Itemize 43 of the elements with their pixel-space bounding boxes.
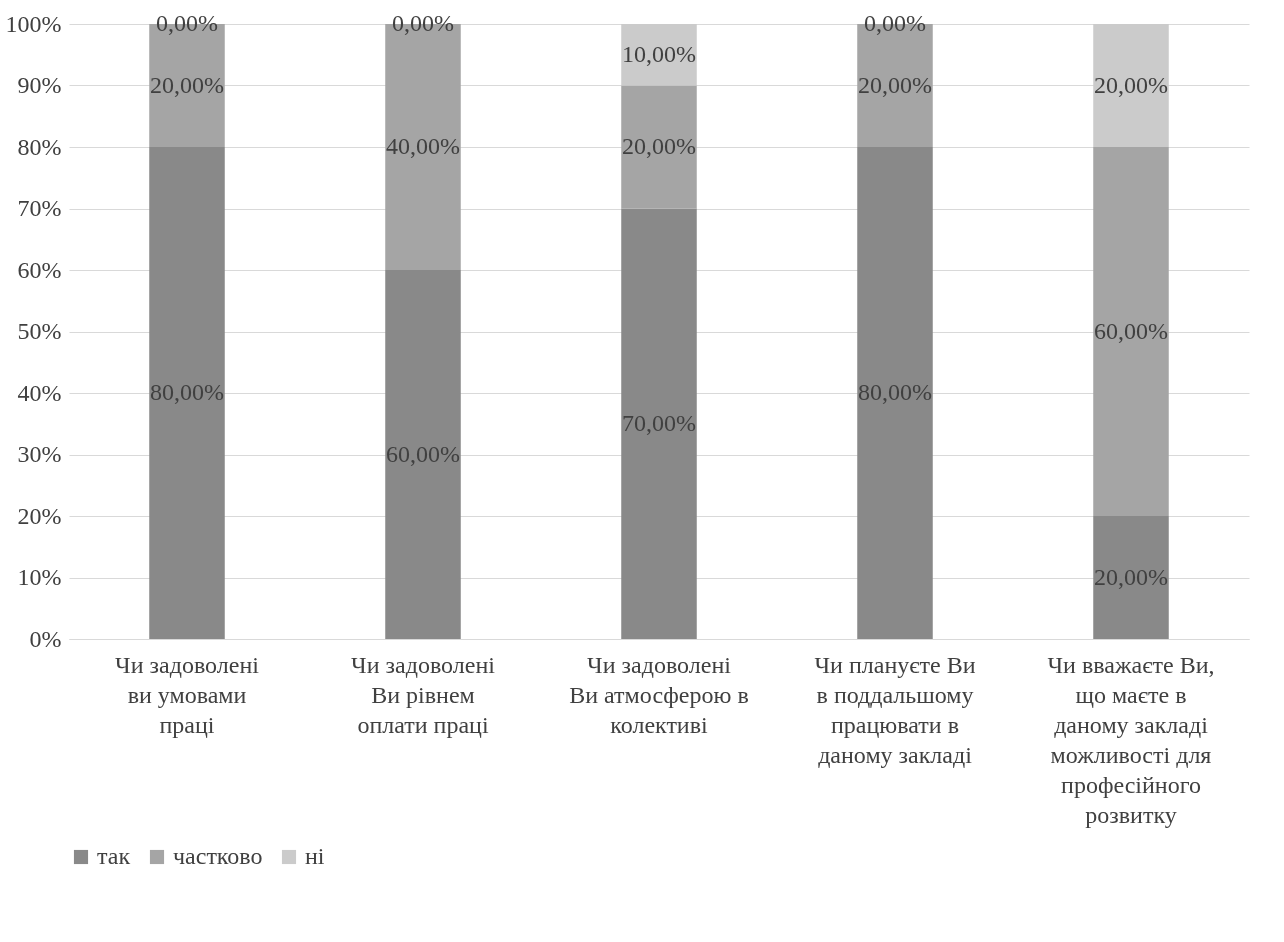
bar [149, 147, 225, 639]
data-label: 0,00% [392, 10, 454, 36]
y-tick-label: 80% [17, 133, 62, 160]
y-tick-label: 40% [17, 379, 62, 406]
y-tick-label: 30% [17, 441, 62, 467]
data-label: 20,00% [858, 71, 932, 98]
bar [1093, 147, 1169, 516]
legend-label: частково [173, 843, 263, 869]
y-tick-label: 60% [17, 256, 62, 283]
data-label: 60,00% [386, 440, 460, 467]
bar [385, 270, 461, 639]
bar [621, 85, 697, 209]
data-label: 20,00% [150, 71, 224, 98]
y-tick-label: 0% [29, 625, 62, 652]
data-label: 20,00% [1094, 71, 1168, 98]
x-tick-label: Чи плануєте Ви в поддальшому працювати в даному закладі [814, 651, 976, 768]
x-tick-label: Чи задоволені Ви атмосферою в колективі [569, 651, 749, 738]
y-tick-label: 50% [17, 318, 62, 344]
data-label: 80,00% [858, 379, 932, 405]
x-tick-label: Чи задоволені Ви рівнем оплати праці [351, 651, 496, 738]
y-tick-label: 100% [5, 10, 62, 37]
x-tick-label: Чи задоволені ви умовами праці [115, 651, 260, 738]
data-label: 20,00% [1094, 563, 1168, 590]
legend-label: так [97, 843, 131, 869]
legend-label: ні [305, 843, 325, 869]
bar [1093, 516, 1169, 639]
data-label: 80,00% [150, 379, 224, 405]
data-label: 40,00% [386, 133, 460, 159]
y-tick-label: 20% [17, 502, 62, 529]
data-label: 70,00% [622, 409, 696, 436]
data-label: 0,00% [864, 10, 926, 36]
bar [857, 147, 933, 639]
y-tick-label: 90% [17, 72, 62, 98]
y-tick-label: 70% [17, 195, 62, 221]
bar [1093, 24, 1169, 147]
bar [621, 24, 697, 86]
data-label: 0,00% [156, 10, 218, 36]
data-label: 20,00% [622, 133, 696, 159]
data-label: 60,00% [1094, 317, 1168, 344]
data-label: 10,00% [622, 40, 696, 67]
bar [621, 208, 697, 639]
x-tick-label: Чи вважаєте Ви, що маєте в даному закладі можливості для професійного розвитку [1047, 651, 1215, 828]
y-tick-label: 10% [17, 564, 62, 590]
